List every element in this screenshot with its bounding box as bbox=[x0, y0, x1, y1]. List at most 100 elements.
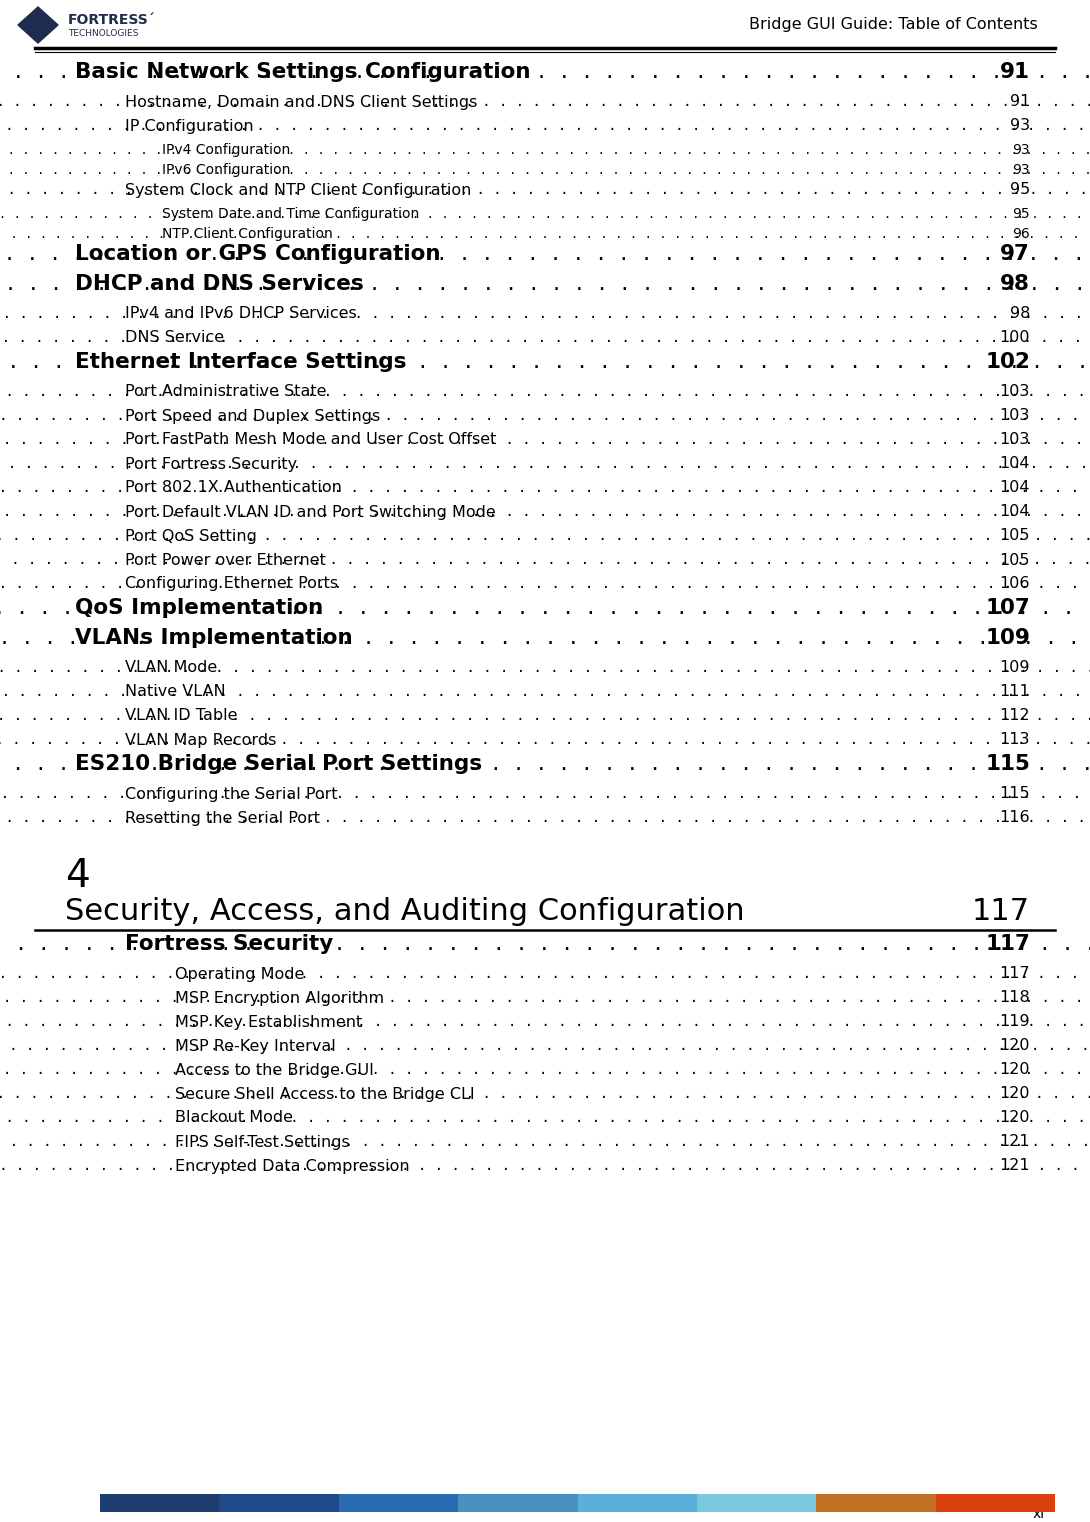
Text: . . . . . . . . . . . . . . . . . . . . . . . . . . . . . . . . . . . . . . . . : . . . . . . . . . . . . . . . . . . . . … bbox=[0, 1158, 1090, 1173]
Text: Native VLAN: Native VLAN bbox=[125, 685, 226, 700]
Text: . . . . . . . . . . . . . . . . . . . . . . . . . . . . . . . . . . . . . . . . : . . . . . . . . . . . . . . . . . . . . … bbox=[0, 966, 1090, 982]
Text: . . . . . . . . . . . . . . . . . . . . . . . . . . . . . . . . . . . . . . . . : . . . . . . . . . . . . . . . . . . . . … bbox=[0, 274, 1090, 294]
Text: 104: 104 bbox=[1000, 481, 1030, 496]
Text: . . . . . . . . . . . . . . . . . . . . . . . . . . . . . . . . . . . . . . . . : . . . . . . . . . . . . . . . . . . . . … bbox=[0, 709, 1090, 723]
Text: 106: 106 bbox=[1000, 577, 1030, 592]
Text: 93: 93 bbox=[1013, 163, 1030, 177]
Text: Hostname, Domain and DNS Client Settings: Hostname, Domain and DNS Client Settings bbox=[125, 94, 477, 110]
Text: IPv6 Configuration: IPv6 Configuration bbox=[162, 163, 290, 177]
Text: . . . . . . . . . . . . . . . . . . . . . . . . . . . . . . . . . . . . . . . . : . . . . . . . . . . . . . . . . . . . . … bbox=[0, 552, 1090, 568]
Text: 109: 109 bbox=[985, 629, 1030, 648]
Text: Access to the Bridge GUI: Access to the Bridge GUI bbox=[175, 1062, 374, 1078]
Text: 103: 103 bbox=[1000, 432, 1030, 447]
Text: . . . . . . . . . . . . . . . . . . . . . . . . . . . . . . . . . . . . . . . . : . . . . . . . . . . . . . . . . . . . . … bbox=[0, 1111, 1090, 1125]
Text: . . . . . . . . . . . . . . . . . . . . . . . . . . . . . . . . . . . . . . . . : . . . . . . . . . . . . . . . . . . . . … bbox=[0, 227, 1090, 240]
Text: 91: 91 bbox=[1009, 94, 1030, 110]
Text: Operating Mode: Operating Mode bbox=[175, 966, 304, 982]
Text: VLAN ID Table: VLAN ID Table bbox=[125, 709, 238, 723]
Text: . . . . . . . . . . . . . . . . . . . . . . . . . . . . . . . . . . . . . . . . : . . . . . . . . . . . . . . . . . . . . … bbox=[0, 119, 1090, 132]
Text: 93: 93 bbox=[1009, 119, 1030, 134]
Text: Secure Shell Access to the Bridge CLI: Secure Shell Access to the Bridge CLI bbox=[175, 1087, 474, 1102]
Text: Configuring the Serial Port: Configuring the Serial Port bbox=[125, 787, 338, 802]
Text: . . . . . . . . . . . . . . . . . . . . . . . . . . . . . . . . . . . . . . . . : . . . . . . . . . . . . . . . . . . . . … bbox=[0, 307, 1090, 321]
Text: . . . . . . . . . . . . . . . . . . . . . . . . . . . . . . . . . . . . . . . . : . . . . . . . . . . . . . . . . . . . . … bbox=[0, 62, 1090, 82]
Text: Encrypted Data Compression: Encrypted Data Compression bbox=[175, 1158, 410, 1173]
Text: System Date and Time Configuration: System Date and Time Configuration bbox=[162, 207, 420, 221]
Text: . . . . . . . . . . . . . . . . . . . . . . . . . . . . . . . . . . . . . . . . : . . . . . . . . . . . . . . . . . . . . … bbox=[0, 207, 1090, 221]
Text: . . . . . . . . . . . . . . . . . . . . . . . . . . . . . . . . . . . . . . . . : . . . . . . . . . . . . . . . . . . . . … bbox=[0, 811, 1090, 825]
Bar bbox=[458, 1495, 578, 1511]
Text: . . . . . . . . . . . . . . . . . . . . . . . . . . . . . . . . . . . . . . . . : . . . . . . . . . . . . . . . . . . . . … bbox=[0, 530, 1090, 543]
Text: . . . . . . . . . . . . . . . . . . . . . . . . . . . . . . . . . . . . . . . . : . . . . . . . . . . . . . . . . . . . . … bbox=[0, 409, 1090, 423]
Text: . . . . . . . . . . . . . . . . . . . . . . . . . . . . . . . . . . . . . . . . : . . . . . . . . . . . . . . . . . . . . … bbox=[0, 991, 1090, 1005]
Text: . . . . . . . . . . . . . . . . . . . . . . . . . . . . . . . . . . . . . . . . : . . . . . . . . . . . . . . . . . . . . … bbox=[0, 629, 1090, 647]
Text: FORTRESS´: FORTRESS´ bbox=[68, 14, 156, 27]
Text: 121: 121 bbox=[1000, 1158, 1030, 1173]
Text: 118: 118 bbox=[1000, 991, 1030, 1006]
Text: 97: 97 bbox=[1001, 244, 1030, 263]
Text: QoS Implementation: QoS Implementation bbox=[75, 598, 324, 618]
Text: System Clock and NTP Client Configuration: System Clock and NTP Client Configuratio… bbox=[125, 183, 471, 198]
Text: Security, Access, and Auditing Configuration: Security, Access, and Auditing Configura… bbox=[65, 898, 744, 927]
Text: Port Speed and Duplex Settings: Port Speed and Duplex Settings bbox=[125, 408, 380, 423]
Text: 117: 117 bbox=[985, 935, 1030, 954]
Text: . . . . . . . . . . . . . . . . . . . . . . . . . . . . . . . . . . . . . . . . : . . . . . . . . . . . . . . . . . . . . … bbox=[0, 755, 1090, 773]
Text: . . . . . . . . . . . . . . . . . . . . . . . . . . . . . . . . . . . . . . . . : . . . . . . . . . . . . . . . . . . . . … bbox=[0, 245, 1090, 263]
Text: 102: 102 bbox=[985, 352, 1030, 371]
Text: Port Default VLAN ID and Port Switching Mode: Port Default VLAN ID and Port Switching … bbox=[125, 504, 496, 519]
Text: 103: 103 bbox=[1000, 385, 1030, 399]
Text: . . . . . . . . . . . . . . . . . . . . . . . . . . . . . . . . . . . . . . . . : . . . . . . . . . . . . . . . . . . . . … bbox=[0, 481, 1090, 495]
Text: 119: 119 bbox=[1000, 1015, 1030, 1029]
Text: . . . . . . . . . . . . . . . . . . . . . . . . . . . . . . . . . . . . . . . . : . . . . . . . . . . . . . . . . . . . . … bbox=[0, 598, 1090, 618]
Text: Resetting the Serial Port: Resetting the Serial Port bbox=[125, 811, 320, 825]
Text: . . . . . . . . . . . . . . . . . . . . . . . . . . . . . . . . . . . . . . . . : . . . . . . . . . . . . . . . . . . . . … bbox=[0, 432, 1090, 447]
Text: . . . . . . . . . . . . . . . . . . . . . . . . . . . . . . . . . . . . . . . . : . . . . . . . . . . . . . . . . . . . . … bbox=[0, 787, 1090, 801]
Text: 107: 107 bbox=[985, 598, 1030, 618]
Text: 98: 98 bbox=[1009, 306, 1030, 321]
Bar bbox=[816, 1495, 935, 1511]
Text: 95: 95 bbox=[1013, 207, 1030, 221]
Text: . . . . . . . . . . . . . . . . . . . . . . . . . . . . . . . . . . . . . . . . : . . . . . . . . . . . . . . . . . . . . … bbox=[0, 1062, 1090, 1078]
Text: MSP Re-Key Interval: MSP Re-Key Interval bbox=[175, 1038, 336, 1053]
Text: 109: 109 bbox=[1000, 661, 1030, 676]
Polygon shape bbox=[19, 8, 58, 43]
Text: 100: 100 bbox=[1000, 330, 1030, 345]
Text: DNS Service: DNS Service bbox=[125, 330, 225, 345]
Text: IPv4 Configuration: IPv4 Configuration bbox=[162, 143, 290, 157]
Text: 104: 104 bbox=[1000, 457, 1030, 472]
Text: Bridge GUI Guide: Table of Contents: Bridge GUI Guide: Table of Contents bbox=[749, 17, 1038, 32]
Bar bbox=[935, 1495, 1055, 1511]
Text: . . . . . . . . . . . . . . . . . . . . . . . . . . . . . . . . . . . . . . . . : . . . . . . . . . . . . . . . . . . . . … bbox=[0, 353, 1090, 371]
Text: 113: 113 bbox=[1000, 732, 1030, 747]
Text: MSP Key Establishment: MSP Key Establishment bbox=[175, 1015, 362, 1029]
Text: MSP Encryption Algorithm: MSP Encryption Algorithm bbox=[175, 991, 384, 1006]
Bar bbox=[219, 1495, 339, 1511]
Text: 103: 103 bbox=[1000, 408, 1030, 423]
Text: . . . . . . . . . . . . . . . . . . . . . . . . . . . . . . . . . . . . . . . . : . . . . . . . . . . . . . . . . . . . . … bbox=[0, 94, 1090, 110]
Text: 91: 91 bbox=[1000, 62, 1030, 82]
Text: . . . . . . . . . . . . . . . . . . . . . . . . . . . . . . . . . . . . . . . . : . . . . . . . . . . . . . . . . . . . . … bbox=[0, 505, 1090, 519]
Text: . . . . . . . . . . . . . . . . . . . . . . . . . . . . . . . . . . . . . . . . : . . . . . . . . . . . . . . . . . . . . … bbox=[0, 385, 1090, 399]
Text: Configuring Ethernet Ports: Configuring Ethernet Ports bbox=[125, 577, 338, 592]
Text: 121: 121 bbox=[1000, 1134, 1030, 1149]
Text: 120: 120 bbox=[1000, 1111, 1030, 1125]
Text: . . . . . . . . . . . . . . . . . . . . . . . . . . . . . . . . . . . . . . . . : . . . . . . . . . . . . . . . . . . . . … bbox=[0, 734, 1090, 747]
Text: Port 802.1X Authentication: Port 802.1X Authentication bbox=[125, 481, 342, 496]
Text: . . . . . . . . . . . . . . . . . . . . . . . . . . . . . . . . . . . . . . . . : . . . . . . . . . . . . . . . . . . . . … bbox=[0, 143, 1090, 157]
Text: Port Administrative State: Port Administrative State bbox=[125, 385, 327, 399]
Text: Blackout Mode: Blackout Mode bbox=[175, 1111, 293, 1125]
Bar bbox=[100, 1495, 219, 1511]
Text: . . . . . . . . . . . . . . . . . . . . . . . . . . . . . . . . . . . . . . . . : . . . . . . . . . . . . . . . . . . . . … bbox=[0, 1135, 1090, 1149]
Text: VLANs Implementation: VLANs Implementation bbox=[75, 629, 353, 648]
Text: ES210 Bridge Serial Port Settings: ES210 Bridge Serial Port Settings bbox=[75, 753, 482, 775]
Text: . . . . . . . . . . . . . . . . . . . . . . . . . . . . . . . . . . . . . . . . : . . . . . . . . . . . . . . . . . . . . … bbox=[0, 183, 1090, 196]
Text: 105: 105 bbox=[1000, 552, 1030, 568]
Text: . . . . . . . . . . . . . . . . . . . . . . . . . . . . . . . . . . . . . . . . : . . . . . . . . . . . . . . . . . . . . … bbox=[0, 1040, 1090, 1053]
Bar bbox=[578, 1495, 697, 1511]
Text: . . . . . . . . . . . . . . . . . . . . . . . . . . . . . . . . . . . . . . . . : . . . . . . . . . . . . . . . . . . . . … bbox=[0, 661, 1090, 674]
Text: . . . . . . . . . . . . . . . . . . . . . . . . . . . . . . . . . . . . . . . . : . . . . . . . . . . . . . . . . . . . . … bbox=[0, 577, 1090, 591]
Text: 95: 95 bbox=[1009, 183, 1030, 198]
Text: 96: 96 bbox=[1013, 227, 1030, 240]
Text: VLAN Mode: VLAN Mode bbox=[125, 661, 217, 676]
Text: 120: 120 bbox=[1000, 1062, 1030, 1078]
